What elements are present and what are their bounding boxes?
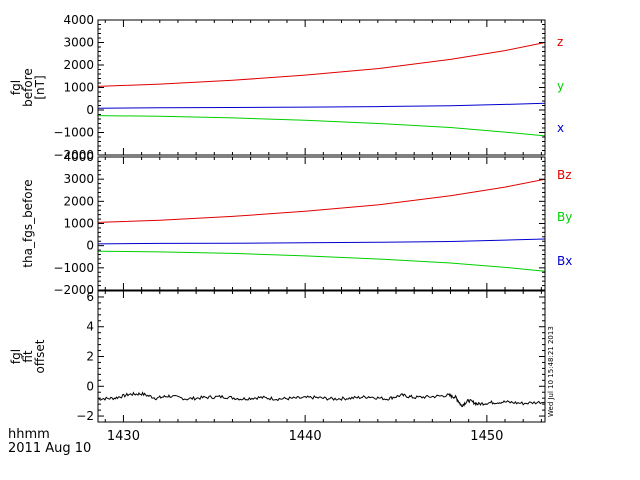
panel-2: Bz By Bx −2000 −1000 0 1000 2000 3000 4000 tha_fgs… [21,150,572,297]
y-tick-label: −1000 [53,126,94,140]
legend-label-y: y [557,79,564,93]
chart-panels: zyx−2000−100001000200030004000fglbefore[… [9,13,572,444]
y-tick-label: 0 [86,379,94,393]
legend-label-by: By [557,210,572,224]
y-axis-label-line: [nT] [33,75,47,99]
series-line-x [97,102,546,109]
series-line-bx [97,238,546,245]
y-axis-label-line: fgl [9,80,23,95]
time-axis-label: hhmm [8,427,50,442]
y-tick-label: −2000 [53,283,94,297]
panel-frame [97,156,546,291]
y-axis-label-line: fit [21,350,35,363]
y-tick-label: 4 [86,320,94,334]
y-tick-label: 0 [86,239,94,253]
y-tick-label: 3000 [63,172,94,186]
x-tick-label: 1450 [470,429,503,444]
x-tick-label: 1430 [107,429,140,444]
y-tick-label: −2000 [53,148,94,162]
y-tick-label: 6 [86,290,94,304]
y-tick-label: 4000 [63,13,94,27]
y-tick-label: 2000 [63,194,94,208]
series-line-z [97,42,546,87]
x-tick-label: 1440 [289,429,322,444]
y-axis-label-line: fgl [9,349,23,364]
legend-label-z: z [557,35,563,49]
plot-timestamp: Wed Jul 10 15:48:21 2013 [547,326,555,417]
y-tick-label: 1000 [63,217,94,231]
y-tick-label: 2000 [63,58,94,72]
series-line-by [97,250,546,272]
y-tick-label: 3000 [63,36,94,50]
y-tick-label: 1000 [63,81,94,95]
series-line-bz [97,178,546,223]
legend-label-x: x [557,121,564,135]
y-tick-label: 2 [86,350,94,364]
series-line-y [97,115,546,137]
panel-frame [97,290,546,423]
panel-frame [97,19,546,156]
y-tick-label: 4000 [63,150,94,164]
y-tick-label: −1000 [53,261,94,275]
date-axis-label: 2011 Aug 10 [8,441,91,456]
y-axis-label-line: tha_fgs_before [21,179,35,267]
y-tick-label: 0 [86,103,94,117]
panel-1: z y x −2000 −1000 0 1000 2000 3000 4000 fglbefore[… [9,13,564,162]
y-tick-label: −2 [76,409,94,423]
legend-label-bx: Bx [557,254,572,268]
y-axis-label-line: offset [33,339,47,373]
series-line-offset [97,391,546,408]
legend-label-bz: Bz [557,168,572,182]
y-axis-label-line: before [21,68,35,107]
